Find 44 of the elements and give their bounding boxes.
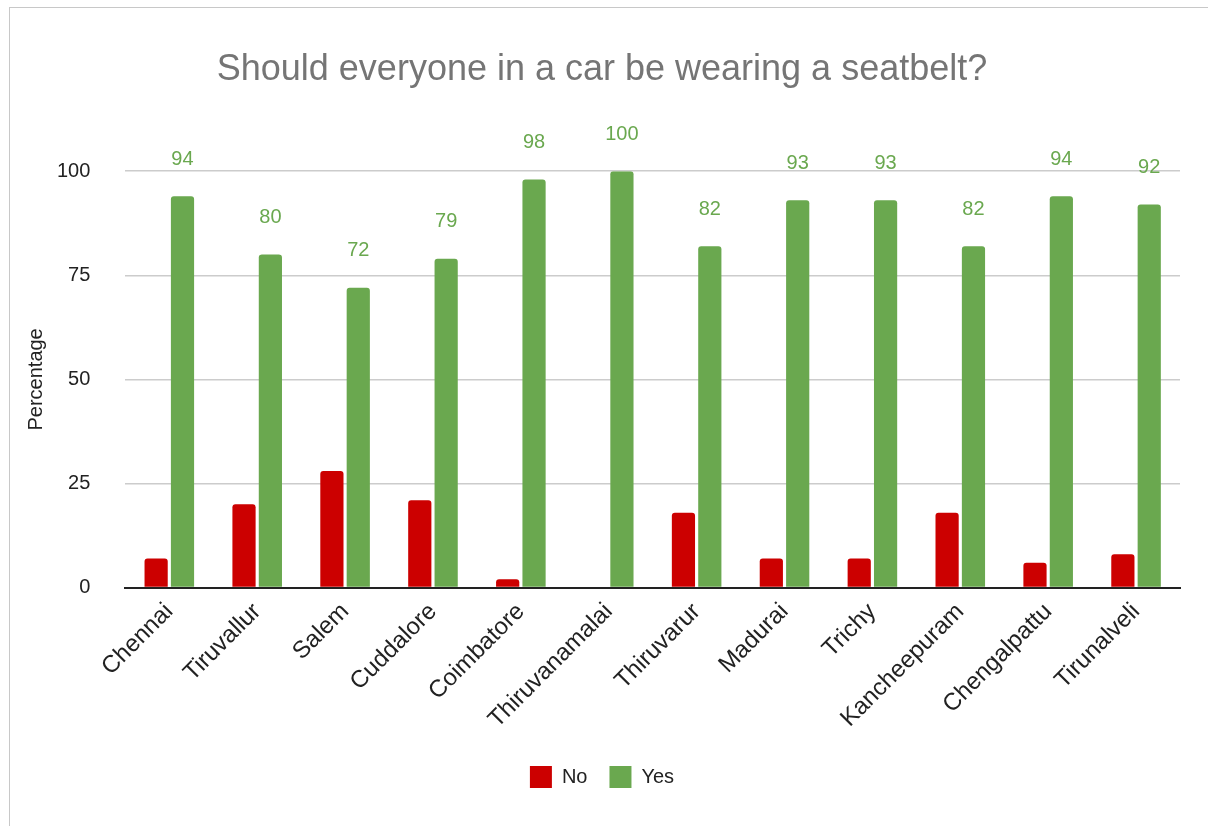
bar — [671, 512, 696, 587]
data-label: 94 — [1050, 146, 1073, 169]
bar — [496, 579, 520, 587]
bar — [408, 500, 432, 587]
data-label: 93 — [786, 150, 809, 173]
bar — [144, 558, 168, 587]
data-label: 98 — [522, 130, 546, 153]
data-label: 79 — [435, 209, 458, 232]
bar — [232, 504, 256, 587]
bar — [434, 258, 458, 587]
bar — [522, 179, 546, 587]
bar — [873, 200, 898, 587]
y-tick-label: 25 — [68, 471, 91, 494]
chart-title: Should everyone in a car be wearing a seatbelt? — [216, 46, 988, 88]
data-label: 93 — [874, 150, 897, 173]
bar — [170, 196, 195, 587]
data-label: 72 — [347, 238, 370, 261]
bar — [1049, 196, 1073, 587]
bar — [786, 200, 810, 587]
y-tick-label: 75 — [68, 262, 91, 285]
bar — [961, 246, 986, 587]
legend-label: Yes — [641, 764, 675, 787]
bar — [610, 171, 634, 587]
bar — [698, 246, 722, 587]
y-axis-title: Percentage — [23, 328, 46, 431]
y-tick-label: 50 — [68, 366, 91, 389]
data-label: 80 — [259, 205, 282, 227]
data-label: 94 — [171, 146, 194, 169]
bar — [847, 558, 871, 587]
y-tick-label: 100 — [56, 158, 91, 181]
bar — [1111, 554, 1135, 587]
bar — [258, 254, 282, 587]
data-label: 82 — [962, 196, 985, 219]
bar — [346, 287, 370, 587]
y-tick-label: 0 — [79, 575, 91, 598]
bar — [759, 558, 783, 587]
bar — [1137, 204, 1161, 587]
data-label: 100 — [605, 121, 639, 144]
bar — [320, 471, 344, 587]
bar — [1023, 562, 1047, 587]
bar — [935, 512, 959, 587]
legend-label: No — [561, 764, 588, 787]
data-label: 92 — [1138, 155, 1161, 178]
data-label: 82 — [698, 196, 721, 219]
